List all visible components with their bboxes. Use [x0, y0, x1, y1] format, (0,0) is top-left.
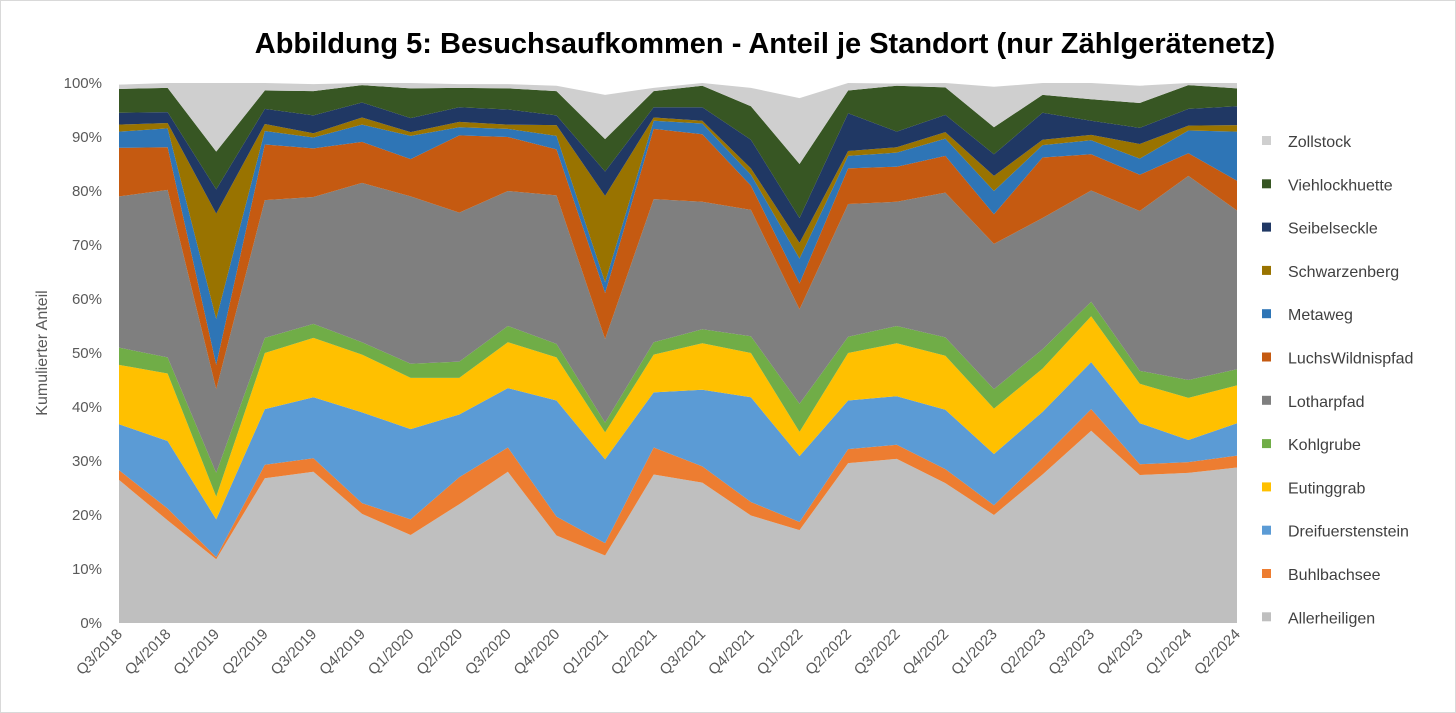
x-tick-label: Q1/2020: [365, 626, 418, 679]
legend-label-schwarzenberg: Schwarzenberg: [1288, 264, 1399, 281]
y-tick-label: 100%: [64, 75, 102, 92]
x-tick-label: Q2/2023: [997, 626, 1050, 679]
x-tick-label: Q3/2019: [268, 626, 321, 679]
area-buhlbachsee: [119, 409, 1237, 560]
chart-title: Abbildung 5: Besuchsaufkommen - Anteil j…: [254, 28, 1276, 60]
x-tick-label: Q1/2023: [948, 626, 1001, 679]
legend-swatch-kohlgrube: [1262, 439, 1271, 449]
y-axis-ticks: 0% 10% 20% 30% 40% 50% 60% 70% 80% 90% 100%: [64, 75, 102, 632]
y-tick-label: 10%: [72, 561, 102, 578]
x-tick-label: Q3/2018: [73, 626, 126, 679]
area-layers: [119, 83, 1237, 623]
y-tick-label: 50%: [72, 345, 102, 362]
legend-label-seibelseckle: Seibelseckle: [1288, 221, 1378, 238]
legend-label-luchswildnispfad: LuchsWildnispfad: [1288, 351, 1413, 368]
x-tick-label: Q4/2022: [899, 626, 952, 679]
legend-swatch-metaweg: [1262, 309, 1271, 319]
legend-label-lotharpfad: Lotharpfad: [1288, 394, 1365, 411]
y-tick-label: 40%: [72, 399, 102, 416]
x-tick-label: Q1/2024: [1143, 626, 1196, 679]
x-tick-label: Q3/2020: [462, 626, 515, 679]
area-zollstock: [119, 83, 1237, 164]
legend-swatch-luchswildnispfad: [1262, 352, 1271, 362]
area-dreifuerstenstein: [119, 362, 1237, 558]
x-tick-label: Q2/2024: [1191, 626, 1244, 679]
legend-label-dreifuerstenstein: Dreifuerstenstein: [1288, 524, 1409, 541]
y-tick-label: 0%: [80, 615, 102, 632]
x-tick-label: Q1/2019: [170, 626, 223, 679]
legend-swatch-schwarzenberg: [1262, 265, 1271, 275]
area-eutinggrab: [119, 316, 1237, 520]
y-axis-label: Kumulierter Anteil: [34, 290, 51, 415]
y-tick-label: 30%: [72, 453, 102, 470]
x-tick-label: Q4/2023: [1094, 626, 1147, 679]
legend-label-eutinggrab: Eutinggrab: [1288, 480, 1365, 497]
legend-swatch-viehlockhuette: [1262, 179, 1271, 189]
x-tick-label: Q2/2021: [608, 626, 661, 679]
x-tick-label: Q2/2019: [219, 626, 272, 679]
y-tick-label: 80%: [72, 183, 102, 200]
area-allerheiligen: [119, 430, 1237, 623]
x-tick-label: Q1/2021: [559, 626, 612, 679]
x-tick-label: Q4/2020: [511, 626, 564, 679]
legend-label-allerheiligen: Allerheiligen: [1288, 610, 1375, 627]
y-tick-label: 90%: [72, 129, 102, 146]
area-viehlockhuette: [119, 85, 1237, 218]
y-tick-label: 20%: [72, 507, 102, 524]
legend-swatch-dreifuerstenstein: [1262, 525, 1271, 535]
x-tick-label: Q4/2019: [316, 626, 369, 679]
y-tick-label: 60%: [72, 291, 102, 308]
x-tick-label: Q3/2023: [1045, 626, 1098, 679]
legend-swatch-seibelseckle: [1262, 222, 1271, 232]
x-tick-label: Q3/2022: [851, 626, 904, 679]
legend-swatch-zollstock: [1262, 136, 1271, 145]
legend-label-buhlbachsee: Buhlbachsee: [1288, 567, 1381, 584]
legend-label-kohlgrube: Kohlgrube: [1288, 437, 1361, 454]
x-tick-label: Q4/2021: [705, 626, 758, 679]
x-tick-label: Q1/2022: [754, 626, 807, 679]
area-kohlgrube: [119, 301, 1237, 497]
legend: Zollstock Viehlockhuette Seibelseckle Schwa…: [1262, 134, 1413, 627]
legend-label-zollstock: Zollstock: [1288, 134, 1352, 151]
x-tick-label: Q4/2018: [122, 626, 175, 679]
x-tick-label: Q2/2022: [802, 626, 855, 679]
area-lotharpfad: [119, 175, 1237, 473]
legend-swatch-allerheiligen: [1262, 612, 1271, 622]
legend-swatch-eutinggrab: [1262, 482, 1271, 492]
area-luchswildnispfad: [119, 128, 1237, 390]
legend-label-viehlockhuette: Viehlockhuette: [1288, 177, 1393, 194]
legend-label-metaweg: Metaweg: [1288, 307, 1353, 324]
legend-swatch-lotharpfad: [1262, 395, 1271, 405]
legend-swatch-buhlbachsee: [1262, 569, 1271, 578]
area-seibelseckle: [119, 102, 1237, 243]
x-axis-ticks: Q3/2018Q4/2018Q1/2019Q2/2019Q3/2019Q4/20…: [73, 626, 1244, 679]
y-tick-label: 70%: [72, 237, 102, 254]
x-tick-label: Q2/2020: [413, 626, 466, 679]
x-tick-label: Q3/2021: [656, 626, 709, 679]
